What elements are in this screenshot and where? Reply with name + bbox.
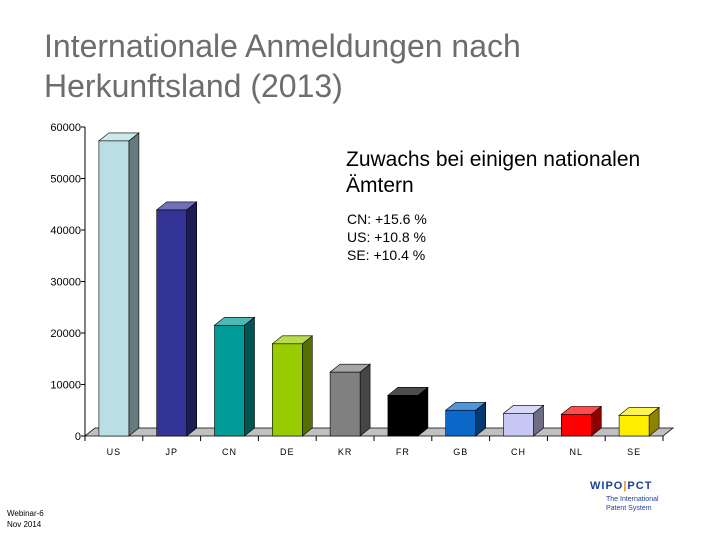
growth-line-us: US: +10.8 % [347, 229, 426, 245]
bar-gb [444, 401, 487, 437]
growth-list: CN: +15.6 % US: +10.8 % SE: +10.4 % [347, 210, 427, 264]
x-tick-label: DE [280, 447, 295, 457]
title-line-2: Herkunftsland (2013) [44, 68, 343, 104]
title-line-1: Internationale Anmeldungen nach [44, 28, 521, 64]
y-tick-label: 0 [75, 431, 81, 443]
bar-fr [387, 386, 429, 437]
bar-front [618, 415, 650, 437]
bar-front [214, 324, 245, 437]
annotation-heading-line-2: Ämtern [346, 174, 414, 197]
bar-us [98, 132, 140, 437]
bar-front [560, 414, 592, 437]
logo-separator: | [623, 480, 628, 492]
growth-line-se: SE: +10.4 % [347, 247, 426, 263]
footer-line-1: Webinar-6 [7, 509, 44, 518]
bar-front [503, 413, 534, 437]
x-tick-label: GB [453, 447, 468, 457]
logo-tagline-line-2: Patent System [606, 505, 652, 512]
bar-side [301, 335, 313, 437]
bars-layer: US JP CN DE KR FR GB CH NL SE [98, 132, 660, 457]
bar-cn [213, 316, 256, 437]
chart-title: Internationale Anmeldungen nach Herkunft… [44, 26, 644, 106]
x-tick-label: FR [396, 447, 410, 457]
bar-side [244, 316, 255, 437]
logo-tagline: The International Patent System [606, 495, 690, 513]
y-tick-label: 40000 [50, 225, 81, 237]
logo-wordmark: WIPO|PCT [590, 480, 690, 492]
x-tick-label: SE [627, 447, 641, 457]
bar-se [618, 406, 660, 437]
bar-ch [502, 404, 545, 437]
annotation-heading-line-1: Zuwachs bei einigen nationalen [346, 148, 641, 171]
x-tick-label: KR [338, 447, 353, 457]
bar-front [329, 371, 361, 437]
x-tick-label: CH [511, 447, 526, 457]
bar-side [186, 201, 197, 437]
wipo-pct-logo: WIPO|PCT The International Patent System [590, 480, 690, 513]
bar-jp [155, 201, 198, 437]
logo-text-left: WIPO [590, 480, 624, 492]
x-tick-label: NL [570, 447, 584, 457]
x-tick-label: CN [222, 447, 237, 457]
y-tick-label: 20000 [50, 328, 81, 340]
growth-line-cn: CN: +15.6 % [347, 211, 427, 227]
bar-front [98, 140, 130, 437]
bar-front [445, 409, 477, 437]
logo-tagline-line-1: The International [606, 496, 659, 503]
y-tick-label: 30000 [50, 277, 81, 289]
y-tick-label: 50000 [50, 174, 81, 186]
bar-side [359, 363, 371, 437]
bar-de [271, 335, 314, 437]
bar-kr [329, 363, 371, 437]
x-tick-label: JP [165, 447, 178, 457]
logo-text-right: PCT [627, 480, 653, 492]
bar-nl [560, 405, 603, 437]
bar-front [271, 343, 303, 437]
footer-line-2: Nov 2014 [7, 520, 42, 529]
x-tick-label: US [107, 447, 122, 457]
y-tick-label: 10000 [50, 380, 81, 392]
footer-note: Webinar-6 Nov 2014 [7, 508, 44, 530]
bar-side [128, 132, 140, 437]
bar-front [387, 395, 419, 437]
y-tick-label: 60000 [50, 122, 81, 134]
bar-front [156, 209, 187, 437]
annotation-heading: Zuwachs bei einigen nationalen Ämtern [346, 147, 640, 199]
bar-side [417, 386, 429, 437]
